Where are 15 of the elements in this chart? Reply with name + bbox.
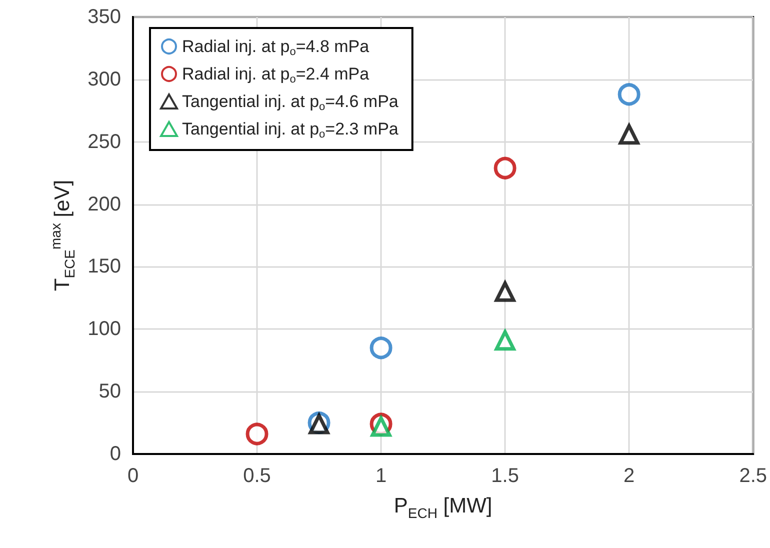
y-tick-label: 250 [88,130,121,153]
x-tick-label: 2.5 [739,465,768,487]
x-tick-label: 0.5 [243,465,271,487]
x-tick-label: 0 [127,465,139,487]
y-tick-label: 200 [88,193,121,216]
y-tick-label: 50 [98,380,121,403]
y-tick-label: 300 [88,68,121,90]
x-tick-label: 2 [624,465,635,487]
y-tick-label: 0 [110,443,121,465]
y-tick-label: 150 [88,256,121,278]
y-tick-label: 100 [88,318,121,340]
x-tick-label: 1 [375,465,387,487]
y-axis-title: TECEmax [eV] [48,180,78,292]
y-tick-label: 350 [88,6,121,28]
x-tick-label: 1.5 [491,465,519,487]
